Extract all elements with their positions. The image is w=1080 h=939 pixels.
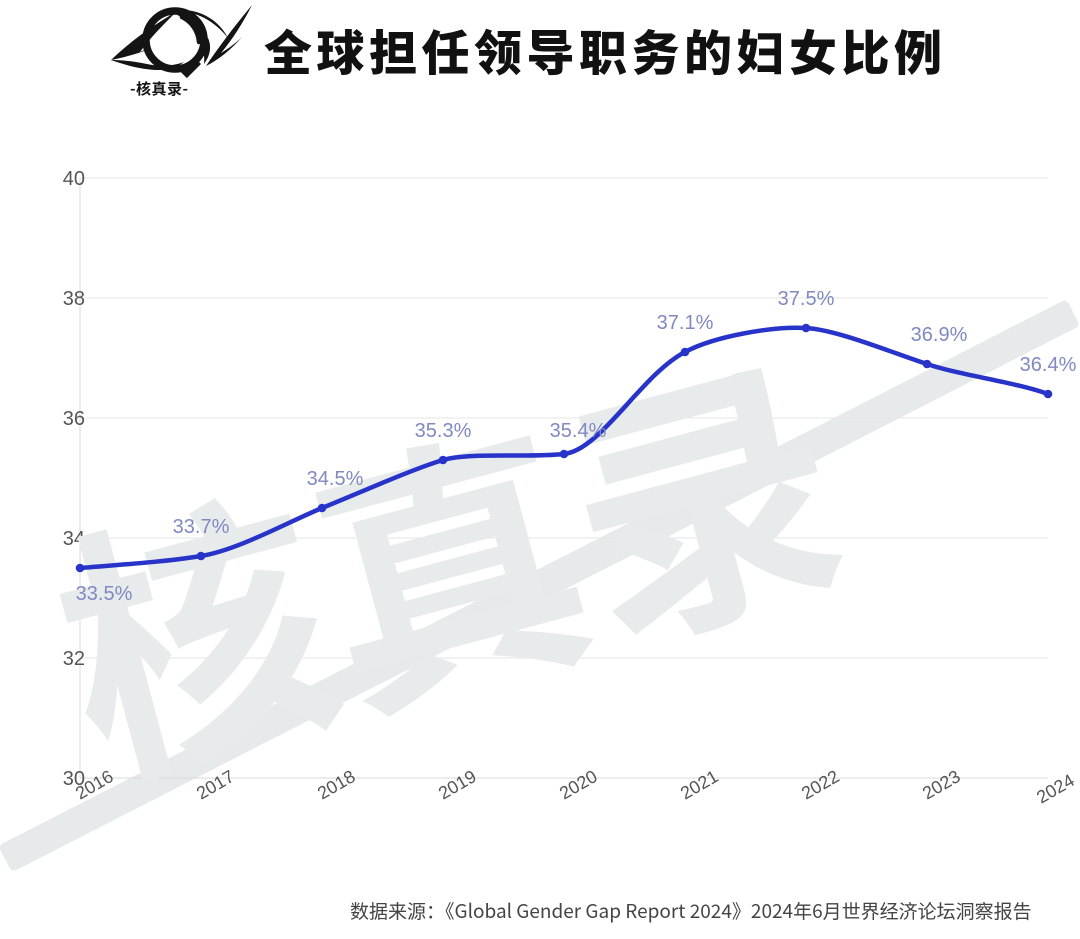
svg-text:34.5%: 34.5% — [307, 468, 364, 490]
svg-text:33.5%: 33.5% — [76, 583, 133, 605]
svg-text:2019: 2019 — [435, 766, 480, 803]
svg-text:35.3%: 35.3% — [415, 420, 472, 442]
svg-text:38: 38 — [63, 288, 85, 310]
svg-text:2021: 2021 — [677, 766, 722, 803]
svg-text:2024: 2024 — [1033, 770, 1078, 807]
svg-text:33.7%: 33.7% — [173, 516, 230, 538]
svg-text:36.9%: 36.9% — [911, 324, 968, 346]
svg-text:核真录: 核真录 — [14, 263, 878, 845]
svg-text:36: 36 — [63, 408, 85, 430]
svg-text:36.4%: 36.4% — [1020, 354, 1077, 376]
svg-text:37.1%: 37.1% — [657, 312, 714, 334]
svg-text:2023: 2023 — [919, 766, 964, 803]
svg-text:2022: 2022 — [798, 766, 843, 803]
svg-text:37.5%: 37.5% — [778, 288, 835, 310]
svg-text:2020: 2020 — [556, 766, 601, 803]
svg-text:35.4%: 35.4% — [550, 420, 607, 442]
svg-text:40: 40 — [63, 168, 85, 190]
svg-text:数据来源：《Global Gender Gap Report: 数据来源：《Global Gender Gap Report 2024》2024… — [350, 897, 1032, 924]
